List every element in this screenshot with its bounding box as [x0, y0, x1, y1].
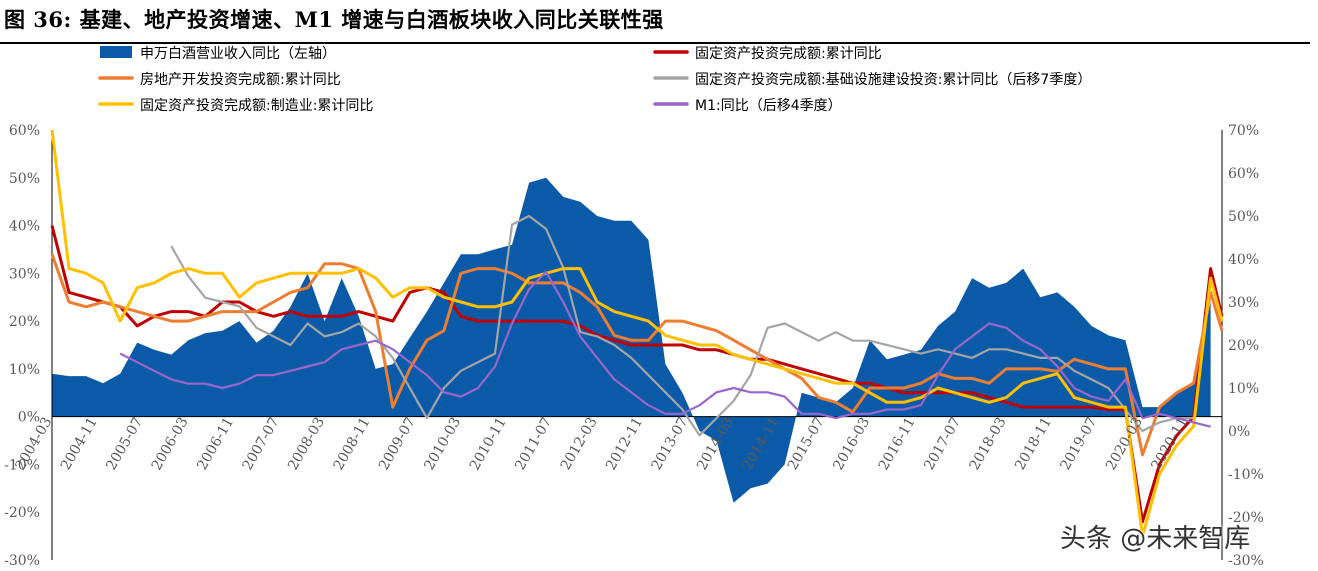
right-y-tick-label: 40%	[1228, 252, 1259, 268]
legend-label: 房地产开发投资完成额:累计同比	[140, 72, 341, 88]
axis-layer	[51, 130, 1223, 560]
right-y-tick-label: -20%	[1228, 510, 1264, 526]
x-tick-label: 2018-11	[1012, 415, 1055, 473]
x-tick-label: 2012-03	[558, 415, 601, 473]
right-y-tick-label: 70%	[1228, 123, 1259, 139]
left-y-tick-label: 0%	[18, 410, 40, 426]
right-y-tick-label: 20%	[1228, 338, 1259, 354]
left-y-tick-label: 50%	[9, 171, 40, 187]
right-y-tick-label: 0%	[1228, 424, 1250, 440]
x-tick-label: 2013-07	[649, 415, 692, 473]
legend-label: M1:同比（后移4季度）	[695, 98, 842, 114]
figure-title: 图 36: 基建、地产投资增速、M1 增速与白酒板块收入同比关联性强	[4, 7, 664, 32]
x-tick-label: 2005-07	[103, 415, 146, 473]
x-tick-label: 2012-11	[603, 415, 646, 473]
legend-label: 固定资产投资完成额:基础设施建设投资:累计同比（后移7季度）	[695, 71, 1091, 88]
series-line-manufacturing	[50, 129, 1224, 538]
left-y-tick-label: 20%	[9, 314, 40, 330]
series-line-m1	[119, 270, 1211, 428]
x-tick-label: 2004-11	[58, 415, 101, 473]
left-y-tick-label: 10%	[9, 362, 40, 378]
x-tick-label: 2010-11	[467, 415, 510, 473]
legend: 申万白酒营业收入同比（左轴） 固定资产投资完成额:累计同比房地产开发投资完成额:累…	[98, 46, 1091, 114]
right-y-tick-label: -10%	[1228, 467, 1264, 483]
right-y-tick-label: 30%	[1228, 295, 1259, 311]
line-layer	[50, 129, 1224, 538]
left-y-tick-label: -30%	[4, 553, 40, 569]
series-line-fai	[50, 225, 1224, 524]
legend-label: 固定资产投资完成额:制造业:累计同比	[140, 98, 373, 114]
x-tick-label: 2017-07	[921, 415, 964, 473]
watermark: 头条 @未来智库	[1060, 524, 1251, 554]
right-y-tick-label: 10%	[1228, 381, 1259, 397]
left-y-tick-label: -20%	[4, 505, 40, 521]
title-divider	[0, 42, 1310, 44]
series-line-infrastructure	[170, 214, 1194, 437]
left-y-tick-label: 60%	[9, 123, 40, 139]
x-tick-label: 2006-03	[149, 415, 192, 473]
x-tick-label: 2011-07	[512, 415, 555, 473]
left-y-tick-label: 40%	[9, 219, 40, 235]
x-tick-label: 2008-03	[285, 415, 328, 473]
x-tick-label: 2007-07	[240, 415, 283, 473]
x-tick-label: 2019-07	[1058, 415, 1101, 473]
x-tick-label: 2006-11	[194, 415, 237, 473]
legend-label: 固定资产投资完成额:累计同比	[695, 46, 882, 62]
series-line-real-estate	[50, 253, 1224, 457]
x-tick-label: 2008-11	[331, 415, 374, 473]
right-y-tick-label: 50%	[1228, 209, 1259, 225]
x-tick-label: 2016-03	[830, 415, 873, 473]
x-tick-label: 2010-03	[421, 415, 464, 473]
left-y-tick-label: 30%	[9, 266, 40, 282]
right-y-tick-label: -30%	[1228, 553, 1264, 569]
x-tick-label: 2018-03	[967, 415, 1010, 473]
left-y-tick-label: -10%	[4, 457, 40, 473]
right-y-tick-label: 60%	[1228, 166, 1259, 182]
legend-label: 申万白酒营业收入同比（左轴）	[140, 46, 336, 62]
x-tick-label: 2016-11	[876, 415, 919, 473]
legend-swatch	[100, 46, 132, 58]
x-tick-label: 2009-07	[376, 415, 419, 473]
